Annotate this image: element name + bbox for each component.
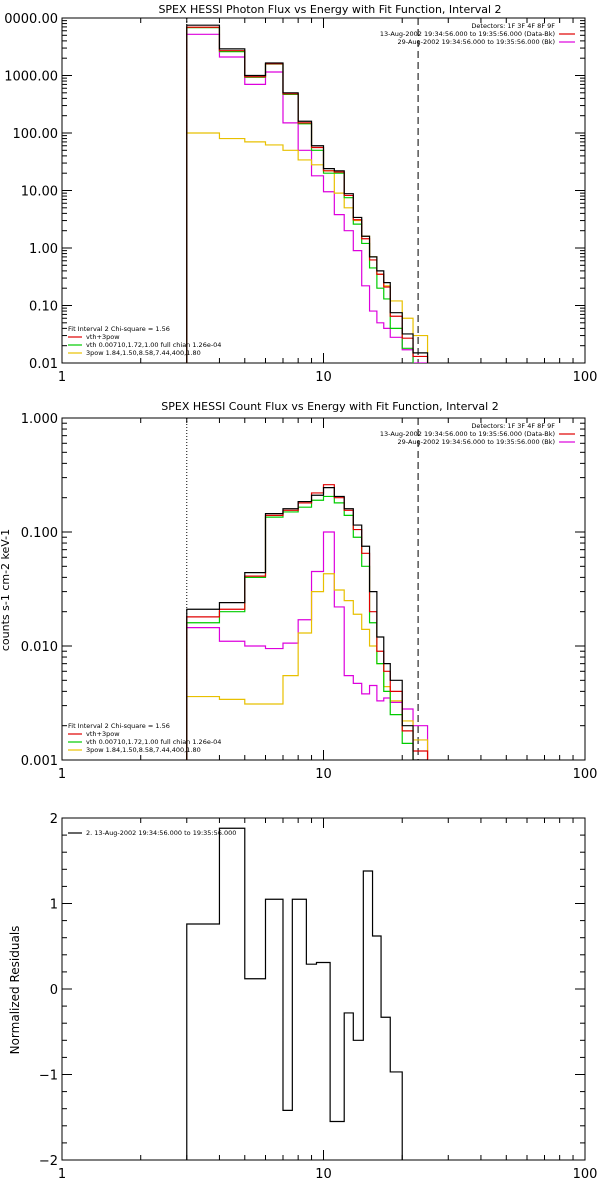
photon-flux-plot-area: 1 10 100 0.01 0.10 1.00 10.00 100.00 1000.00 0000…	[4, 12, 597, 385]
residuals-y-tick-label: −2	[39, 1154, 58, 1169]
count-flux-x-tick-label: 100	[573, 767, 598, 782]
photon-flux-title: SPEX HESSI Photon Flux vs Energy with Fi…	[158, 3, 501, 16]
photon-flux-y-tick-label: 0000.00	[4, 12, 58, 27]
residuals-y-tick-label: 1	[50, 898, 58, 913]
photon-flux-series-data	[186, 24, 429, 363]
photon-flux-legend-left-text: vth+3pow	[86, 333, 120, 341]
count-flux-legend-right-text: Detectors: 1F 3F 4F 8F 9F	[471, 422, 555, 430]
count-flux-plot-area: 1 10 100 0.001 0.010 0.100 1.000 Detectors: 1F …	[21, 412, 598, 782]
photon-flux-legend-left-text: 3pow 1.84,1.50,8.58,7.44,400,1.80	[86, 349, 201, 357]
photon-flux-legend-left-text: vth 0.00710,1.72,1.00 full chian 1.26e-0…	[86, 341, 221, 349]
photon-flux-x-tick-label: 1	[58, 370, 66, 385]
count-flux-legend-right-text: 13-Aug-2002 19:34:56.000 to 19:35:56.000…	[380, 430, 555, 438]
photon-flux-legend-left-header: Fit Interval 2 Chi-square = 1.56	[68, 325, 170, 333]
residuals-y-tick-label: 0	[50, 983, 58, 998]
residuals-x-tick-label: 100	[573, 1167, 598, 1182]
photon-flux-series-group	[186, 24, 429, 363]
count-flux-panel: SPEX HESSI Count Flux vs Energy with Fit…	[0, 400, 597, 782]
photon-flux-y-tick-label: 1.00	[29, 242, 58, 257]
count-flux-y-tick-label: 0.001	[21, 754, 58, 769]
residuals-series-2-13-aug-2002-19-34-56-0	[186, 827, 403, 1160]
count-flux-y-tick-label: 1.000	[21, 412, 58, 427]
photon-flux-y-tick-label: 0.10	[29, 300, 58, 315]
count-flux-legend-right-text: 29-Aug-2002 19:34:56.000 to 19:35:56.000…	[398, 438, 555, 446]
photon-flux-y-tick-label: 0.01	[29, 357, 58, 372]
count-flux-legend-left-header: Fit Interval 2 Chi-square = 1.56	[68, 722, 170, 730]
count-flux-x-tick-label: 10	[315, 767, 332, 782]
photon-flux-y-tick-label: 1000.00	[4, 70, 58, 85]
residuals-panel: Normalized Residuals 1 10 100 −2 −1 0 1 2 2. 13-…	[8, 812, 598, 1182]
count-flux-x-tick-label: 1	[58, 767, 66, 782]
count-flux-title: SPEX HESSI Count Flux vs Energy with Fit…	[161, 400, 498, 413]
photon-flux-legend-right-text: Detectors: 1F 3F 4F 8F 9F	[471, 22, 555, 30]
residuals-y-tick-label: −1	[39, 1069, 58, 1084]
photon-flux-legend-right-text: 13-Aug-2002 19:34:56.000 to 19:35:56.000…	[380, 30, 555, 38]
residuals-x-tick-label: 10	[315, 1167, 332, 1182]
count-flux-legend-left-text: vth 0.00710,1.72,1.00 full chian 1.26e-0…	[86, 738, 221, 746]
photon-flux-legend-right-text: 29-Aug-2002 19:34:56.000 to 19:35:56.000…	[398, 38, 555, 46]
residuals-legend-left-text: 2. 13-Aug-2002 19:34:56.000 to 19:35:56.…	[86, 829, 236, 837]
photon-flux-panel: SPEX HESSI Photon Flux vs Energy with Fi…	[4, 3, 597, 385]
photon-flux-y-tick-label: 100.00	[13, 127, 59, 142]
photon-flux-series-background	[186, 33, 429, 363]
count-flux-y-axis-label: counts s-1 cm-2 keV-1	[0, 529, 12, 651]
residuals-x-tick-label: 1	[58, 1167, 66, 1182]
photon-flux-x-tick-label: 100	[573, 370, 598, 385]
count-flux-y-tick-label: 0.100	[21, 526, 58, 541]
photon-flux-x-tick-label: 10	[315, 370, 332, 385]
residuals-y-tick-label: 2	[50, 812, 58, 827]
photon-flux-y-tick-label: 10.00	[21, 185, 58, 200]
count-flux-legend-left-text: 3pow 1.84,1.50,8.58,7.44,400,1.80	[86, 746, 201, 754]
count-flux-series-data	[186, 487, 429, 760]
residuals-y-axis-label: Normalized Residuals	[8, 926, 22, 1055]
residuals-plot-area: 1 10 100 −2 −1 0 1 2 2. 13-Aug-2002 19:34:56.000…	[39, 812, 598, 1182]
count-flux-y-tick-label: 0.010	[21, 640, 58, 655]
count-flux-legend-left-text: vth+3pow	[86, 730, 120, 738]
count-flux-series-group	[186, 484, 429, 760]
residuals-series-group	[186, 827, 403, 1160]
